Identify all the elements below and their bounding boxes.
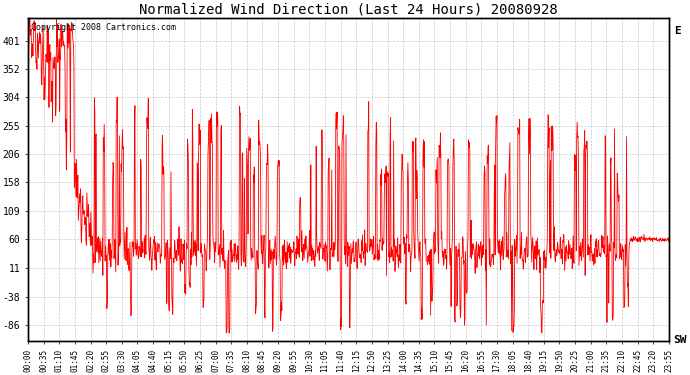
Text: Copyright 2008 Cartronics.com: Copyright 2008 Cartronics.com xyxy=(31,23,176,32)
Title: Normalized Wind Direction (Last 24 Hours) 20080928: Normalized Wind Direction (Last 24 Hours… xyxy=(139,3,558,17)
